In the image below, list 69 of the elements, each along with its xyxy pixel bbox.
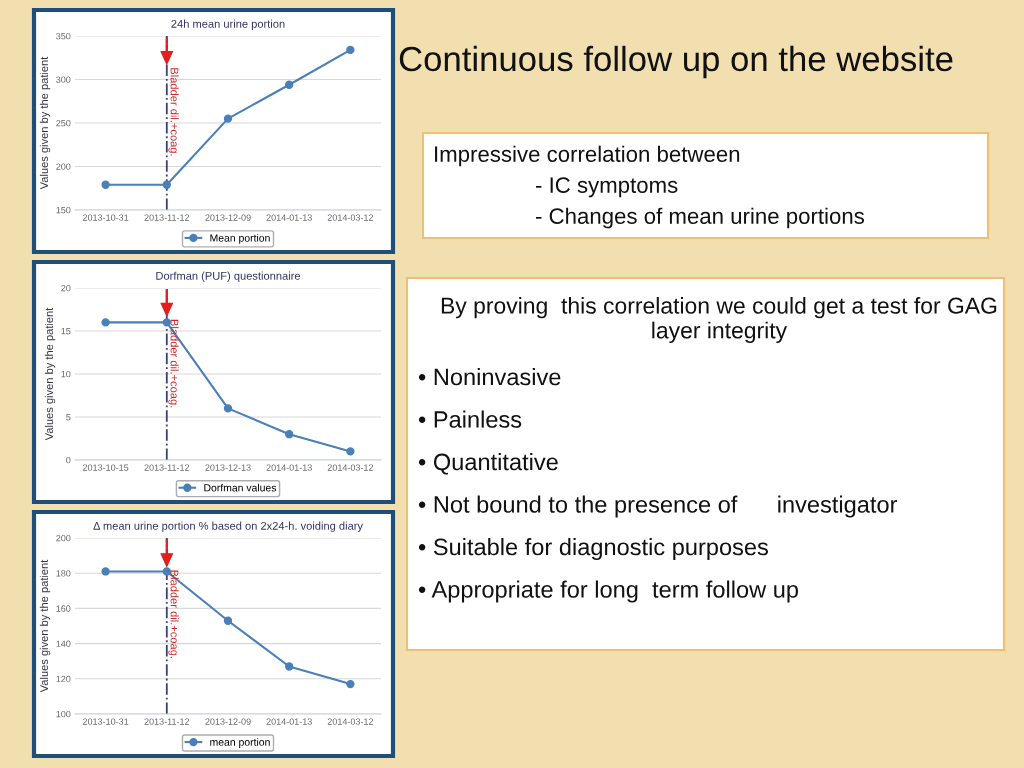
x-tick-label: 2013-12-09: [205, 214, 251, 221]
y-tick-label: 10: [61, 370, 71, 378]
x-tick-label: 2013-10-15: [82, 464, 129, 471]
point: [162, 318, 171, 327]
legend-label: mean portion: [210, 738, 270, 748]
x-tick-label: 2013-12-09: [205, 718, 251, 725]
y-tick-label: 5: [66, 414, 71, 421]
point: [223, 616, 233, 625]
point: [223, 114, 233, 123]
y-tick-label: 160: [56, 605, 71, 612]
point: [223, 404, 233, 413]
x-tick-label: 2013-11-12: [144, 718, 190, 725]
point: [101, 318, 110, 327]
y-tick-label: 200: [56, 534, 71, 542]
y-tick-label: 120: [56, 675, 71, 683]
y-tick-label: 150: [56, 206, 71, 214]
text: • Not bound to the presence of investigator: [418, 495, 898, 518]
point: [285, 80, 294, 89]
legend-label: Mean portion: [210, 233, 270, 244]
x-tick-label: 2013-11-12: [144, 214, 190, 221]
chart-title: Dorfman (PUF) questionnaire: [156, 271, 301, 282]
text: By proving this correlation we could get a test for GAG layer integrity: [441, 296, 997, 344]
x-tick-label: 2013-10-31: [82, 718, 129, 725]
point: [162, 567, 171, 576]
y-axis-title: Values given by the patient: [39, 56, 51, 190]
x-tick-label: 2014-01-13: [266, 214, 312, 221]
y-tick-label: 20: [61, 284, 71, 292]
ref-line-label: Bladder dil.+coag.: [168, 68, 179, 156]
x-tick-label: 2014-03-12: [327, 718, 374, 725]
y-tick-label: 15: [61, 328, 71, 335]
point: [162, 180, 171, 189]
ref-line-label: Bladder dil.+coag.: [168, 570, 179, 658]
x-tick-label: 2014-01-13: [266, 464, 312, 471]
point: [101, 180, 110, 189]
text: - IC symptoms: [535, 177, 678, 198]
x-tick-label: 2014-03-12: [327, 214, 374, 221]
text: • Noninvasive: [418, 367, 561, 386]
point: [285, 430, 294, 439]
y-axis-title: Values given by the patient: [44, 307, 56, 441]
chart-title: Δ mean urine portion % based on 2x24-h. voiding diary: [93, 521, 363, 532]
y-tick-label: 0: [66, 456, 71, 464]
chart-title: 24h mean urine portion: [171, 19, 285, 30]
point: [101, 567, 110, 576]
y-tick-label: 180: [56, 570, 71, 577]
y-tick-label: 250: [56, 119, 71, 127]
point: [346, 45, 355, 55]
point: [346, 447, 355, 456]
x-tick-label: 2013-12-13: [205, 464, 251, 471]
point: [346, 679, 355, 689]
y-axis-title: Values given by the patient: [39, 559, 51, 693]
text: • Painless: [418, 410, 522, 428]
text: - Changes of mean urine portions: [535, 207, 865, 229]
text: • Suitable for diagnostic purposes: [418, 537, 768, 560]
point: [285, 662, 294, 671]
x-tick-label: 2014-01-13: [266, 718, 312, 725]
legend-label: Dorfman values: [204, 483, 277, 492]
y-tick-label: 100: [56, 710, 71, 718]
text: Continuous follow up on the website: [399, 45, 953, 79]
x-tick-label: 2013-10-31: [82, 214, 129, 221]
ref-line-label: Bladder dil.+coag.: [168, 319, 179, 408]
y-tick-label: 140: [56, 640, 71, 647]
y-tick-label: 300: [56, 76, 71, 83]
text: • Appropriate for long term follow up: [418, 580, 799, 603]
x-tick-label: 2014-03-12: [327, 464, 374, 471]
x-tick-label: 2013-11-12: [144, 464, 190, 471]
text: Impressive correlation between: [435, 145, 740, 167]
y-tick-label: 200: [56, 163, 71, 170]
text: • Quantitative: [418, 452, 558, 475]
y-tick-label: 350: [56, 32, 71, 40]
